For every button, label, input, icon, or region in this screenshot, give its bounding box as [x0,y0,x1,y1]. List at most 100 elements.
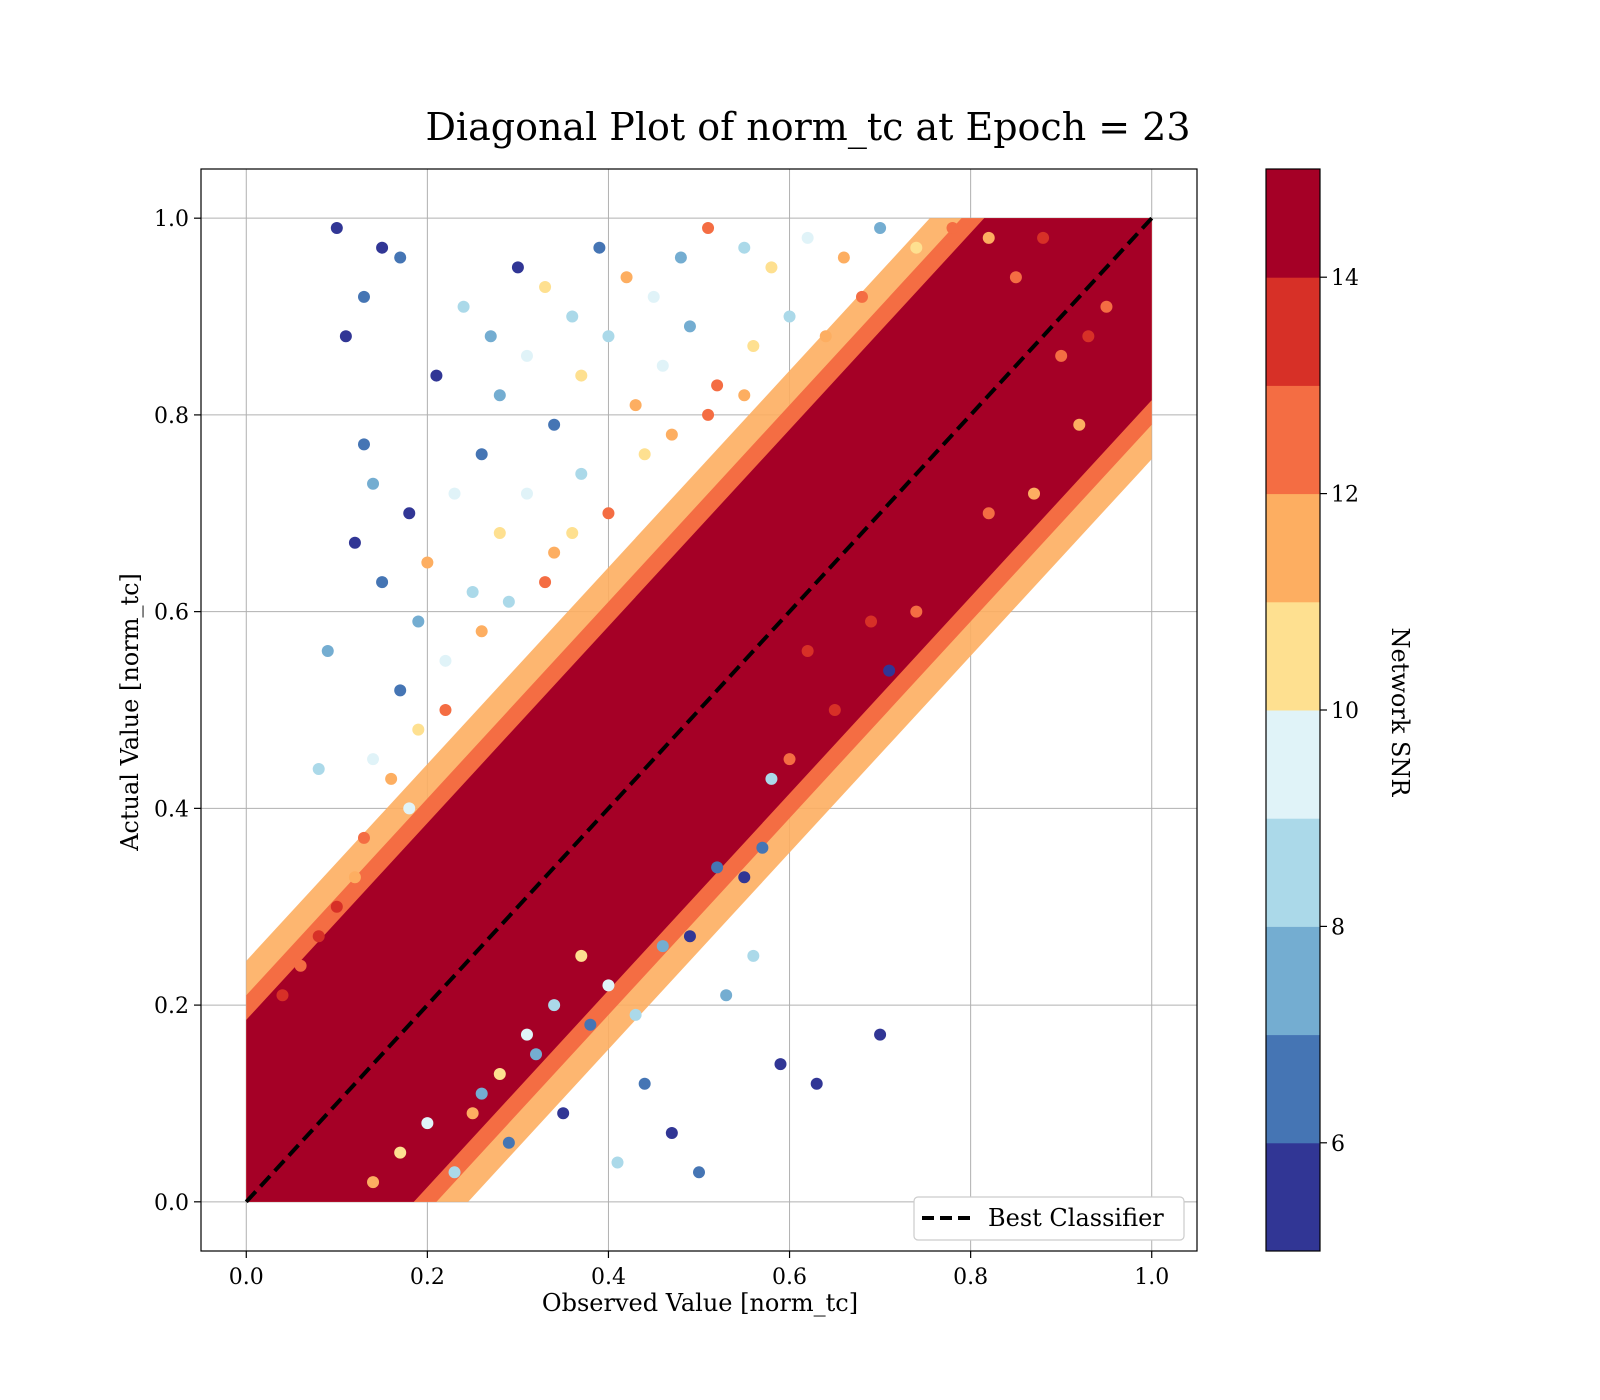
scatter-point [1037,231,1050,244]
scatter-point [629,399,642,412]
y-tick-label: 0.2 [154,994,189,1019]
scatter-point [874,1028,887,1041]
scatter-point [665,1126,678,1139]
scatter-point [539,576,552,589]
scatter-point [566,526,579,539]
scatter-point [520,349,533,362]
scatter-point [502,1136,515,1149]
scatter-point [747,340,760,353]
legend-box [913,1196,1185,1241]
y-tick-label: 0.0 [154,1191,189,1216]
y-axis-label: Actual Value [norm_tc] [116,573,144,852]
x-tick-label: 0.0 [229,1265,264,1290]
scatter-point [801,644,814,657]
scatter-point [376,241,389,254]
scatter-point [421,556,434,569]
scatter-point [783,753,796,766]
legend: Best Classifier [913,1196,1185,1241]
scatter-point [466,585,479,598]
x-tick-label: 0.6 [772,1265,807,1290]
scatter-point [457,300,470,313]
colorbar-tick-label: 8 [1331,915,1345,940]
colorbar-label: Network SNR [1386,628,1414,798]
scatter-point [656,940,669,953]
colorbar-segment [1266,601,1320,711]
scatter-point [493,526,506,539]
scatter-point [910,241,923,254]
scatter-point [276,989,289,1002]
scatter-point [828,704,841,716]
scatter-point [946,222,959,235]
colorbar-segment [1266,385,1320,495]
x-axis-label: Observed Value [norm_tc] [542,1289,858,1317]
scatter-point [339,330,352,343]
scatter-point [738,241,751,254]
scatter-point [1073,418,1086,431]
scatter-point [520,1028,533,1041]
scatter-point [638,1077,651,1090]
scatter-point [674,251,687,264]
scatter-point [910,605,923,618]
colorbar-segment [1266,169,1320,278]
x-tick-label: 0.2 [410,1265,445,1290]
plot-area: 0.0 0.2 0.4 0.6 0.8 1.0 0.0 0.2 0.4 0.6 0.8 1.0 [154,168,1198,1290]
colorbar-segment [1266,710,1320,819]
scatter-point [475,448,488,461]
scatter-point [394,1146,407,1159]
scatter-point [819,330,832,343]
scatter-point [801,231,814,244]
scatter-point [312,763,325,776]
scatter-point [367,753,380,766]
scatter-point [647,290,660,303]
scatter-point [1009,271,1022,284]
scatter-point [548,546,561,559]
colorbar-tick-label: 6 [1331,1132,1345,1157]
scatter-point [475,1087,488,1100]
scatter-point [629,1008,642,1021]
scatter-point [1100,300,1113,313]
scatter-point [683,930,696,943]
scatter-point [693,1166,705,1179]
scatter-point [548,418,561,431]
scatter-point [484,330,497,343]
scatter-point [575,369,588,382]
scatter-point [783,310,796,323]
scatter-point [294,959,307,972]
scatter-point [511,261,524,274]
y-tick-label: 0.4 [154,797,189,822]
scatter-point [439,704,452,716]
scatter-point [720,989,733,1002]
best-classifier-line [244,216,1154,1204]
scatter-point [448,1166,461,1179]
y-tick-label: 0.6 [154,601,189,626]
scatter-point [620,271,633,284]
colorbar-segment [1266,1034,1320,1144]
scatter-point [539,281,552,294]
scatter-point [765,772,778,785]
scatter-point [394,251,407,264]
scatter-point [765,261,778,274]
scatter-point [548,999,561,1012]
scatter-point [421,1117,434,1130]
scatter-point [747,949,760,962]
scatter-point [874,222,887,235]
scatter-point [367,477,380,490]
y-tick-label: 1.0 [154,207,189,232]
scatter-point [403,507,416,520]
colorbar-tick-label: 12 [1331,483,1359,508]
scatter-point [448,487,461,500]
axes-frame [200,168,1198,1252]
scatter-point [475,625,488,638]
scatter-point [330,222,343,235]
scatter-point [412,615,425,628]
colorbar-segment [1266,493,1320,603]
scatter-point [865,615,878,628]
x-tick-label: 0.8 [953,1265,988,1290]
scatter-point [982,231,995,244]
scatter-point [575,949,588,962]
scatter-point [520,487,533,500]
colorbar-segment [1266,926,1320,1036]
scatter-point [493,389,506,402]
scatter-point [738,871,751,884]
